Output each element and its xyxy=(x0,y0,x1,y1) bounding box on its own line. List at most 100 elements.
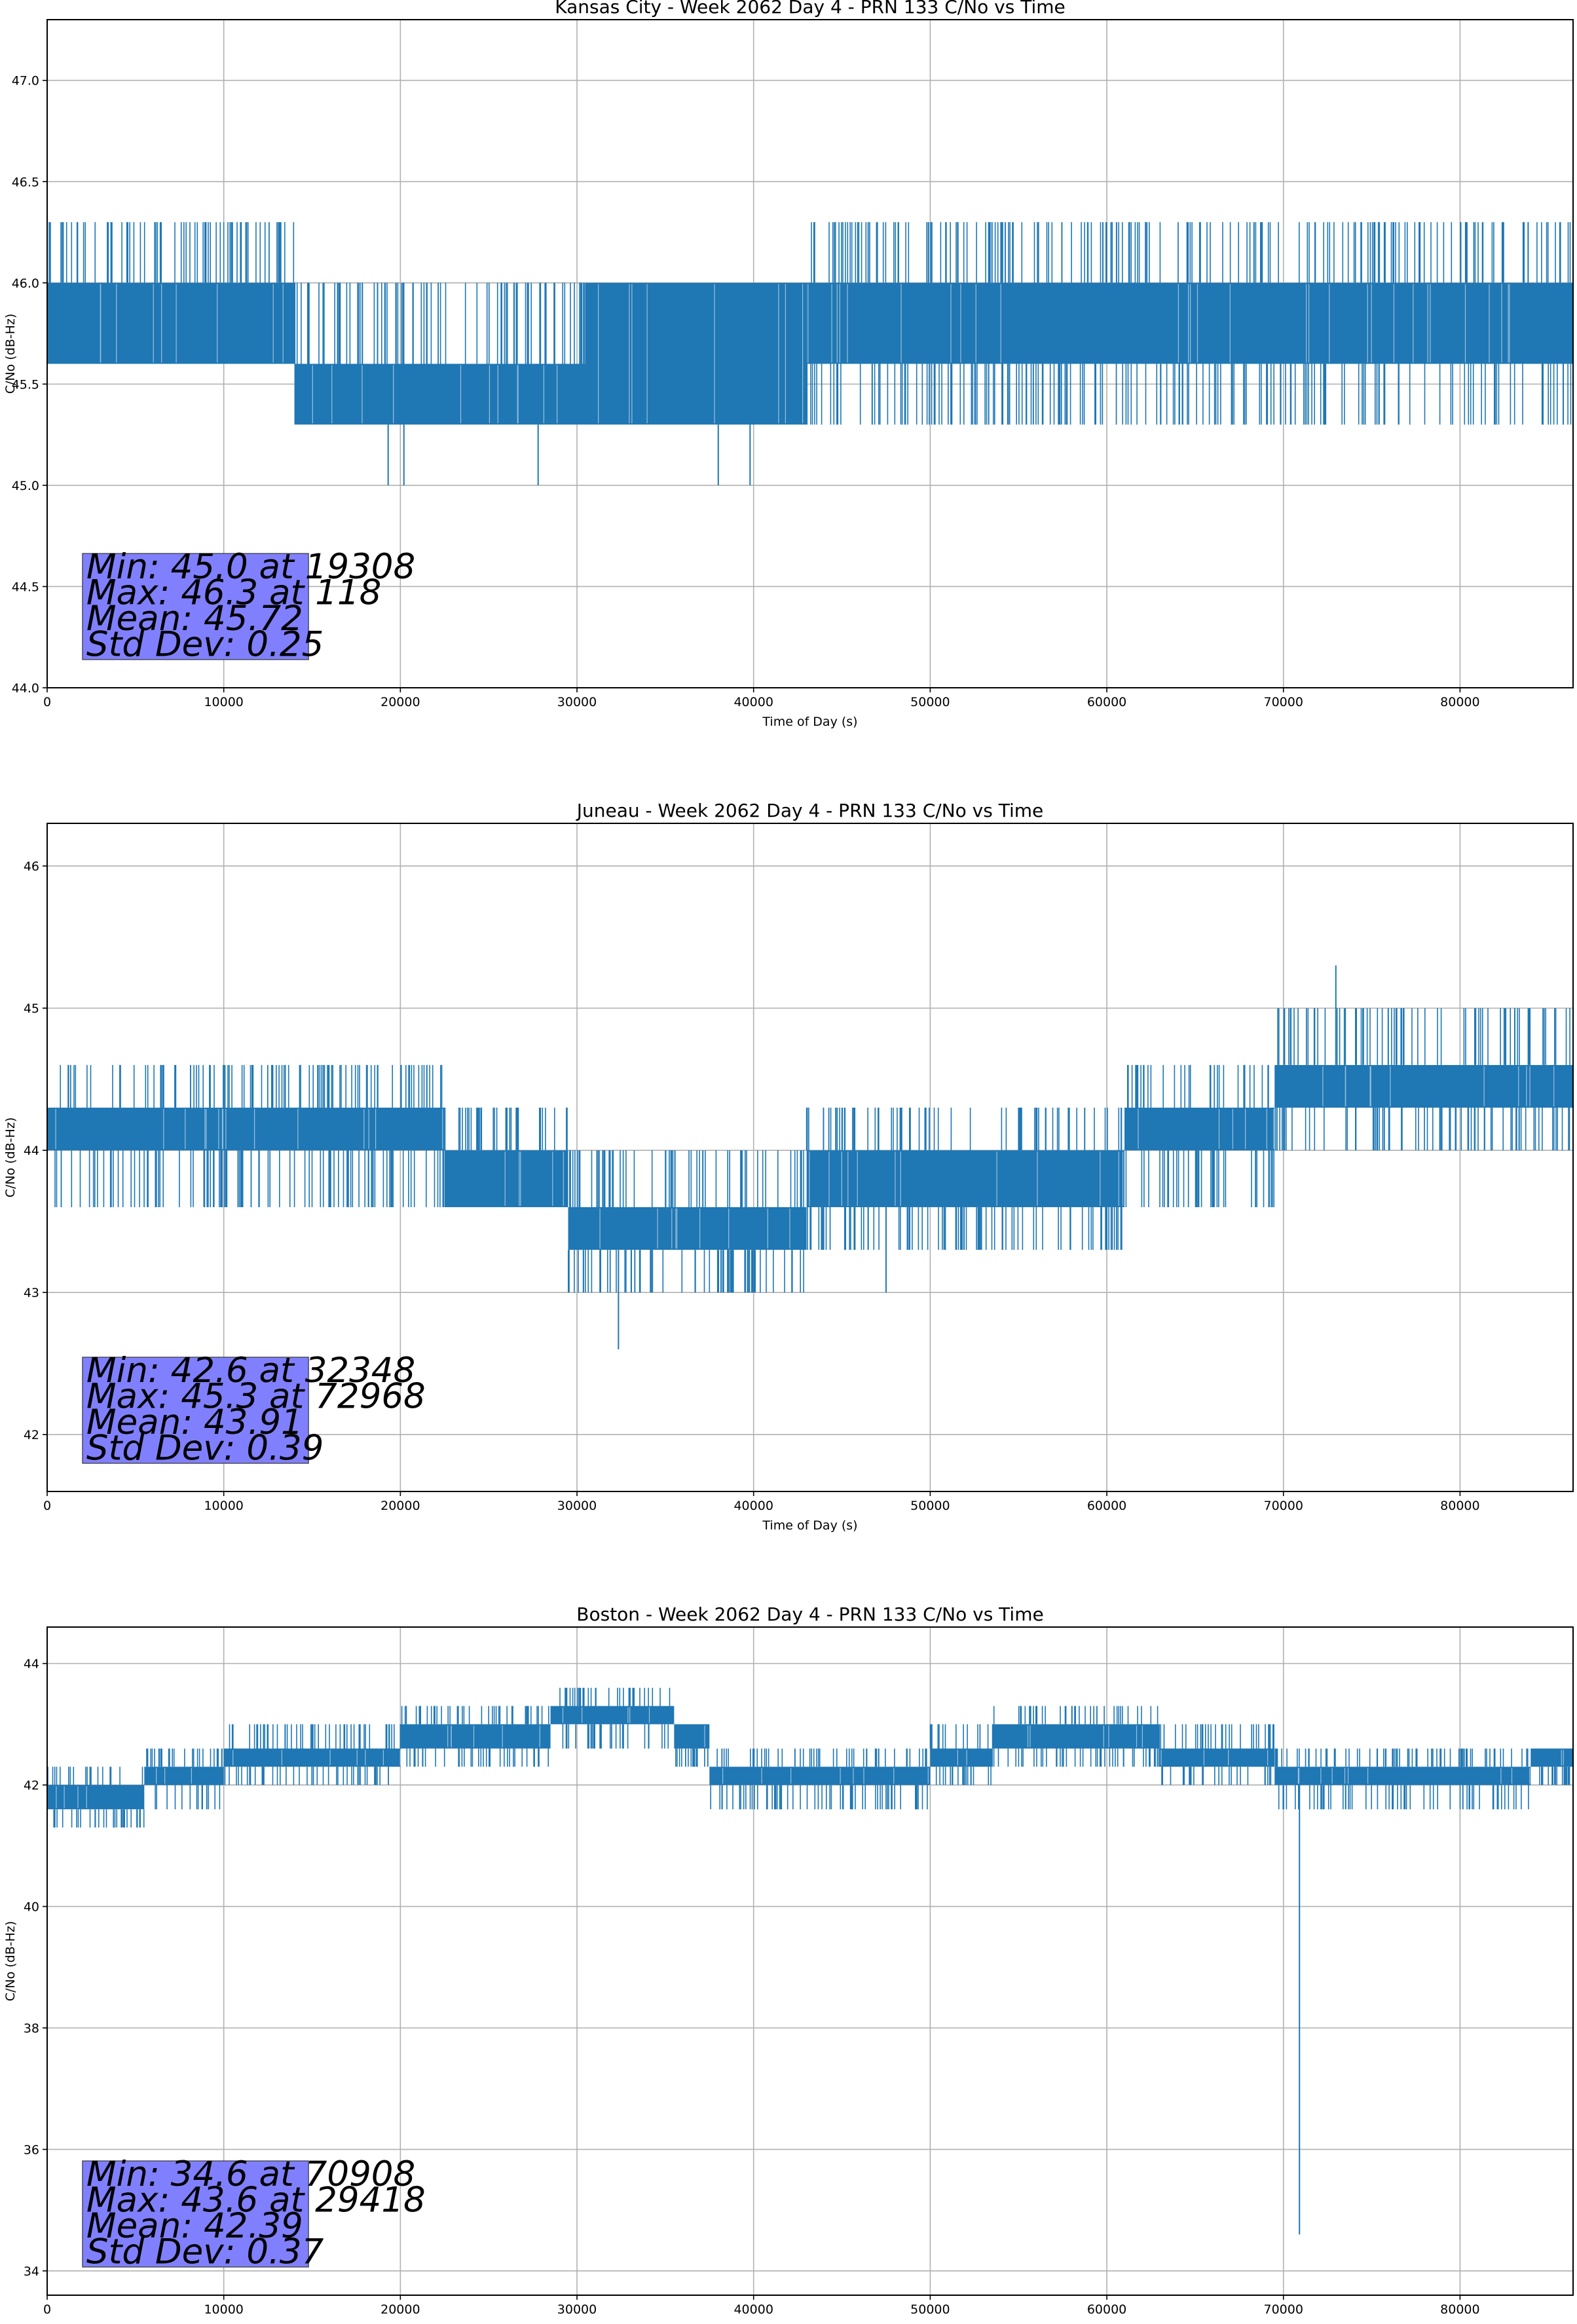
series-band xyxy=(47,1108,445,1151)
series-gaps xyxy=(312,365,558,424)
series-gaps xyxy=(1160,1750,1269,1766)
series-band xyxy=(444,1150,568,1207)
y-tick-label: 44.5 xyxy=(12,580,39,594)
series-gaps xyxy=(1027,1725,1143,1748)
series-band xyxy=(1159,1748,1275,1767)
series-spikes xyxy=(1274,1748,1529,1810)
y-axis-label: C/No (dB-Hz) xyxy=(3,1921,18,2002)
x-tick-label: 30000 xyxy=(557,2302,597,2317)
chart-1: Kansas City - Week 2062 Day 4 - PRN 133 … xyxy=(3,0,1574,729)
x-tick-label: 60000 xyxy=(1087,2302,1126,2317)
x-tick-label: 60000 xyxy=(1087,1499,1126,1513)
series-gaps xyxy=(1297,1768,1531,1784)
y-tick-label: 42 xyxy=(24,1778,39,1793)
series-band xyxy=(400,1724,551,1749)
x-tick-label: 40000 xyxy=(733,2302,773,2317)
y-tick-label: 44.0 xyxy=(12,681,39,696)
x-axis-label: Time of Day (s) xyxy=(762,1518,857,1533)
series-gaps xyxy=(156,1768,192,1784)
series-group xyxy=(47,965,1573,1349)
series-spikes xyxy=(401,1706,549,1767)
y-tick-label: 45.0 xyxy=(12,479,39,493)
series-gaps xyxy=(807,284,1510,363)
y-tick-label: 42 xyxy=(24,1428,39,1442)
series-band xyxy=(806,1150,1125,1207)
series-band xyxy=(992,1724,1160,1749)
x-axis-label: Time of Day (s) xyxy=(762,2322,857,2324)
series-spikes xyxy=(929,1724,992,1786)
series-gaps xyxy=(598,284,804,424)
series-band xyxy=(223,1748,401,1767)
stats-line: Min: 42.6 at 32348 xyxy=(86,1351,415,1391)
series-band xyxy=(568,1207,807,1250)
stats-line: Max: 43.6 at 29418 xyxy=(86,2181,426,2221)
series-gaps xyxy=(100,284,284,363)
series-spikes xyxy=(444,1108,568,1151)
series-band xyxy=(1274,1064,1573,1108)
stats-line: Max: 45.3 at 72968 xyxy=(86,1377,426,1417)
y-axis-label: C/No (dB-Hz) xyxy=(3,314,18,394)
series-band xyxy=(550,1706,675,1725)
stats-line: Max: 46.3 at 118 xyxy=(86,573,381,613)
x-tick-label: 10000 xyxy=(204,695,243,709)
series-spikes xyxy=(1539,1767,1570,1786)
x-tick-label: 0 xyxy=(43,695,51,709)
series-spikes xyxy=(50,222,295,283)
y-tick-label: 44 xyxy=(24,1657,39,1672)
series-gaps xyxy=(1138,1109,1274,1150)
series-gaps xyxy=(504,1152,564,1206)
chart-3: Boston - Week 2062 Day 4 - PRN 133 C/No … xyxy=(3,1603,1574,2324)
plot-frame xyxy=(46,19,1574,688)
series-gaps xyxy=(562,1707,650,1723)
y-tick-label: 46.0 xyxy=(12,276,39,291)
x-tick-label: 30000 xyxy=(557,1499,597,1513)
x-tick-label: 60000 xyxy=(1087,695,1126,709)
series-gaps xyxy=(722,1768,929,1784)
y-tick-label: 38 xyxy=(24,2021,39,2036)
chart-title: Boston - Week 2062 Day 4 - PRN 133 C/No … xyxy=(576,1603,1043,1625)
y-tick-label: 36 xyxy=(24,2143,39,2157)
stats-line: Std Dev: 0.39 xyxy=(86,1429,324,1469)
series-gaps xyxy=(599,1209,790,1249)
stats-line: Min: 45.0 at 19308 xyxy=(86,547,415,587)
x-tick-label: 40000 xyxy=(733,1499,773,1513)
series-gaps xyxy=(232,1750,401,1766)
series-spikes xyxy=(224,1724,401,1786)
stats-line: Std Dev: 0.37 xyxy=(86,2232,324,2272)
series-spikes xyxy=(1160,1724,1274,1786)
y-tick-label: 46 xyxy=(24,859,39,874)
stats-line: Mean: 42.39 xyxy=(86,2206,303,2246)
y-tick-label: 45 xyxy=(24,1002,39,1016)
series-group xyxy=(47,1687,1573,2235)
x-tick-label: 80000 xyxy=(1440,2302,1479,2317)
y-tick-label: 45.5 xyxy=(12,377,39,392)
series-gaps xyxy=(55,1109,443,1150)
stats-box xyxy=(82,1357,309,1464)
x-tick-label: 70000 xyxy=(1264,2302,1303,2317)
x-tick-label: 10000 xyxy=(204,1499,243,1513)
stats-box xyxy=(82,2160,309,2268)
series-spikes xyxy=(806,222,1572,425)
series-spikes xyxy=(568,1150,804,1293)
series-gaps xyxy=(1322,1066,1555,1106)
chart-title: Juneau - Week 2062 Day 4 - PRN 133 C/No … xyxy=(576,800,1044,821)
y-tick-label: 40 xyxy=(24,1900,39,1915)
series-band xyxy=(585,282,807,425)
series-spikes xyxy=(675,1748,709,1767)
x-tick-label: 30000 xyxy=(557,695,597,709)
y-axis-label: C/No (dB-Hz) xyxy=(3,1117,18,1198)
series-spikes xyxy=(1125,1064,1274,1207)
series-spikes xyxy=(806,1108,1122,1250)
plot-frame xyxy=(46,1626,1574,2296)
series-spikes xyxy=(559,1687,671,1749)
series-band xyxy=(47,1785,145,1810)
series-spikes xyxy=(294,282,586,364)
y-tick-label: 34 xyxy=(24,2264,39,2279)
series-gaps xyxy=(809,1152,1124,1206)
chart-2: Juneau - Week 2062 Day 4 - PRN 133 C/No … xyxy=(3,800,1574,1533)
series-band xyxy=(930,1748,992,1767)
series-band xyxy=(1274,1767,1531,1786)
series-band xyxy=(806,282,1573,364)
y-tick-label: 44 xyxy=(24,1144,39,1158)
x-tick-label: 70000 xyxy=(1264,1499,1303,1513)
